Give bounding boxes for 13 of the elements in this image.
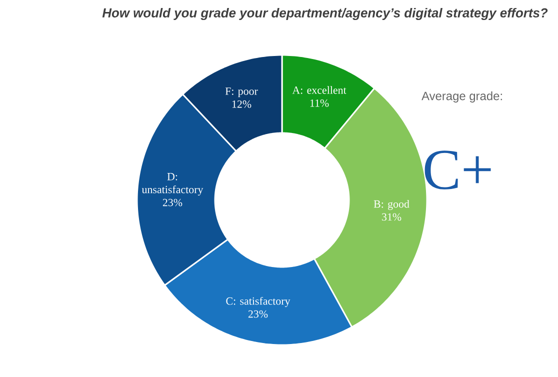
text: C+: [424, 150, 491, 190]
slice-label: D: unsatisfactory: [142, 173, 204, 196]
data-label: 23%: [162, 198, 182, 206]
slice-label: A: excellent: [292, 86, 346, 94]
data-label: 11%: [310, 99, 329, 107]
slice-label: C: satisfactory: [226, 296, 290, 308]
text: Average grade:: [422, 91, 502, 103]
slice-label: F: poor: [225, 88, 258, 98]
data-label: 23%: [248, 310, 268, 318]
chart-title: How would you grade your department/agency’s digital strategy efforts?: [102, 8, 548, 20]
data-label: 12%: [232, 100, 252, 108]
data-label: 31%: [382, 213, 402, 221]
slice-label: B: good: [374, 200, 410, 210]
